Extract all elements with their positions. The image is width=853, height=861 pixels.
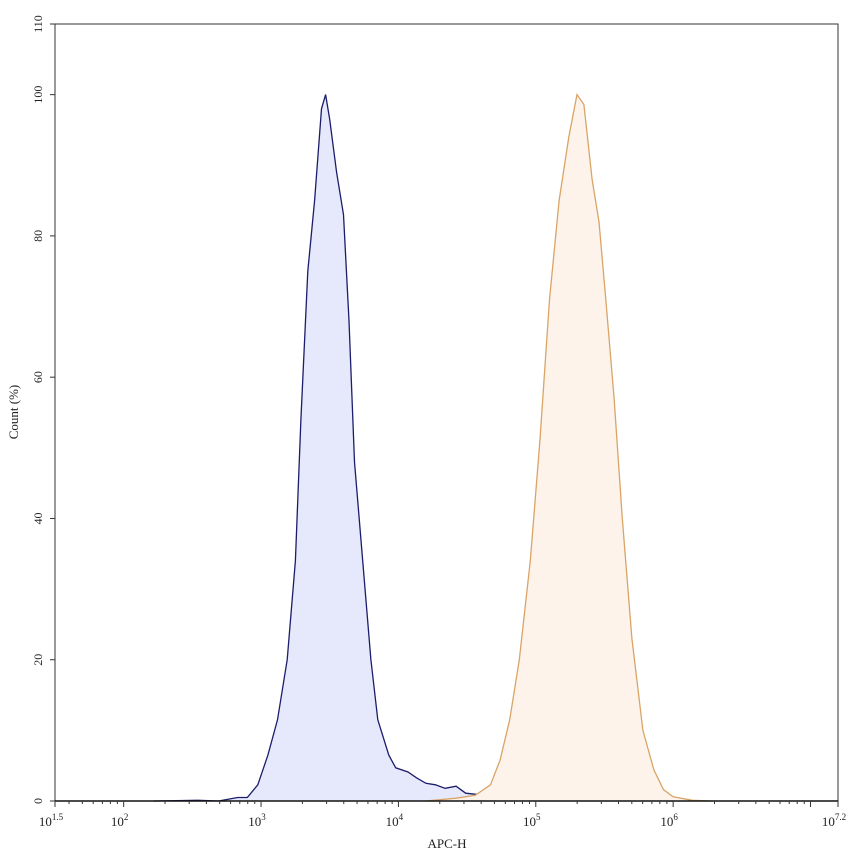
x-tick-label: 105 xyxy=(523,812,541,829)
y-axis-ticks: 0 20 40 60 80 100 110 xyxy=(31,15,55,804)
x-axis-ticks: 101.5 102 103 104 105 106 107.2 xyxy=(39,801,846,829)
series-0-line xyxy=(153,94,674,802)
series-1-fill xyxy=(425,94,712,802)
x-tick-label: 102 xyxy=(111,812,128,829)
y-tick-label: 60 xyxy=(31,371,45,383)
x-tick-label: 104 xyxy=(386,812,404,829)
series-1-line xyxy=(425,92,712,802)
x-tick-label: 101.5 xyxy=(39,812,64,829)
y-axis-label: Count (%) xyxy=(6,385,21,440)
x-tick-label: 103 xyxy=(248,812,266,829)
y-tick-label: 110 xyxy=(31,15,45,33)
y-tick-label: 0 xyxy=(31,798,45,804)
y-tick-label: 100 xyxy=(31,86,45,104)
x-tick-label: 107.2 xyxy=(822,812,846,829)
series-layer xyxy=(153,92,712,802)
y-tick-label: 20 xyxy=(31,654,45,666)
y-tick-label: 80 xyxy=(31,230,45,242)
y-tick-label: 40 xyxy=(31,512,45,524)
x-tick-label: 106 xyxy=(660,812,678,829)
x-axis-label: APC-H xyxy=(427,836,466,851)
plot-frame xyxy=(54,23,839,802)
